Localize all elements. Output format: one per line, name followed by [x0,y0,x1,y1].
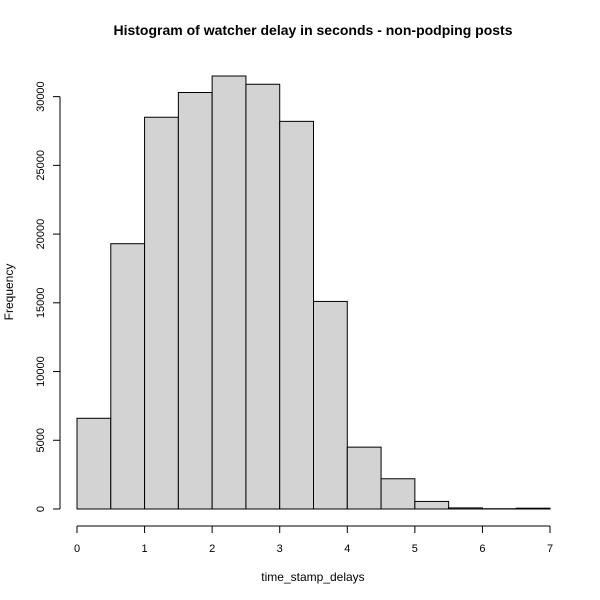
histogram-bar-9 [380,478,416,510]
x-axis: 0 1 2 3 4 5 6 7 [74,525,553,555]
histogram-bar-2 [144,116,179,510]
y-tick-label-1: 5000 [35,428,47,452]
histogram-bar-4 [211,75,247,510]
y-tick-label-2: 10000 [35,356,47,387]
y-tick-label-5: 25000 [35,150,47,181]
histogram-bar-5 [245,83,281,510]
y-axis-label: Frequency [2,264,16,321]
y-tick-label-4: 20000 [35,219,47,250]
y-tick-label-0: 0 [35,506,47,512]
y-axis: 0 5000 10000 15000 20000 25000 30000 [35,81,61,512]
x-tick-label-6: 6 [479,543,485,555]
histogram-bar-13 [515,507,551,510]
histogram-bar-3 [177,92,213,510]
y-tick-label-3: 15000 [35,288,47,319]
x-tick-label-2: 2 [209,543,215,555]
histogram-bar-0 [76,417,112,510]
histogram-bar-11 [448,507,483,510]
x-tick-label-4: 4 [344,543,350,555]
x-tick-label-5: 5 [412,543,418,555]
y-tick-label-6: 30000 [35,81,47,112]
histogram-bar-10 [414,500,450,510]
x-tick-label-3: 3 [277,543,283,555]
chart-title: Histogram of watcher delay in seconds - … [113,22,512,38]
x-tick-label-7: 7 [547,543,553,555]
x-axis-label: time_stamp_delays [261,570,364,584]
histogram-bar-1 [110,243,146,510]
x-tick-label-0: 0 [74,543,80,555]
histogram-bar-8 [346,446,382,510]
histogram-bar-6 [279,120,314,510]
x-tick-label-1: 1 [142,543,148,555]
histogram-bars [76,75,551,510]
histogram-bar-7 [313,300,348,510]
